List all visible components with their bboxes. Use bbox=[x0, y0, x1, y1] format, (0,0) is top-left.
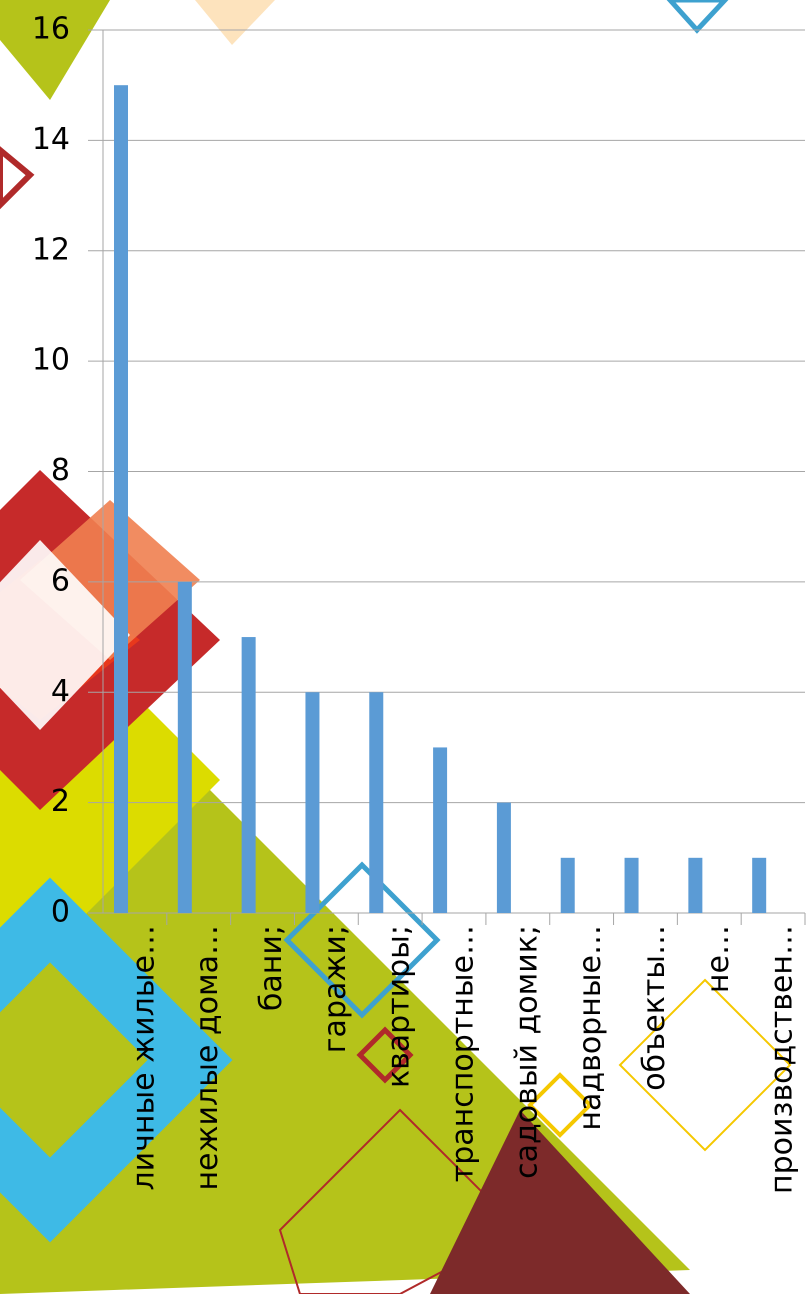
bar bbox=[496, 802, 511, 913]
y-tick-label: 4 bbox=[51, 674, 70, 709]
bar bbox=[688, 857, 703, 913]
bar bbox=[114, 85, 128, 913]
x-tick-label: транспортные… bbox=[446, 925, 481, 1182]
bar bbox=[560, 857, 575, 913]
bar bbox=[177, 581, 192, 913]
x-tick-label: гаражи; bbox=[318, 925, 353, 1053]
bar bbox=[624, 857, 639, 913]
y-tick-label: 6 bbox=[51, 563, 70, 598]
bar bbox=[752, 857, 767, 913]
y-tick-label: 10 bbox=[32, 343, 70, 378]
x-tick-label: садовый домик; bbox=[509, 925, 544, 1179]
x-tick-label: квартиры; bbox=[382, 925, 417, 1088]
y-tick-label: 0 bbox=[51, 895, 70, 930]
bar bbox=[305, 692, 320, 913]
y-tick-label: 12 bbox=[32, 232, 70, 267]
x-tick-label: объекты… bbox=[637, 925, 672, 1091]
x-tick-label: личные жилые… bbox=[126, 925, 161, 1191]
bar bbox=[241, 637, 256, 913]
x-tick-label: не… bbox=[701, 925, 736, 993]
bar bbox=[369, 692, 384, 913]
x-tick-label: бани; bbox=[254, 925, 289, 1011]
x-tick-label: нежилые дома… bbox=[190, 925, 225, 1191]
x-tick-label: производствен… bbox=[765, 925, 800, 1194]
y-tick-label: 2 bbox=[51, 784, 70, 819]
y-tick-label: 14 bbox=[32, 122, 70, 157]
x-tick-label: надворные… bbox=[573, 925, 608, 1131]
bar bbox=[433, 747, 448, 913]
y-tick-label: 16 bbox=[32, 12, 70, 47]
y-tick-label: 8 bbox=[51, 453, 70, 488]
